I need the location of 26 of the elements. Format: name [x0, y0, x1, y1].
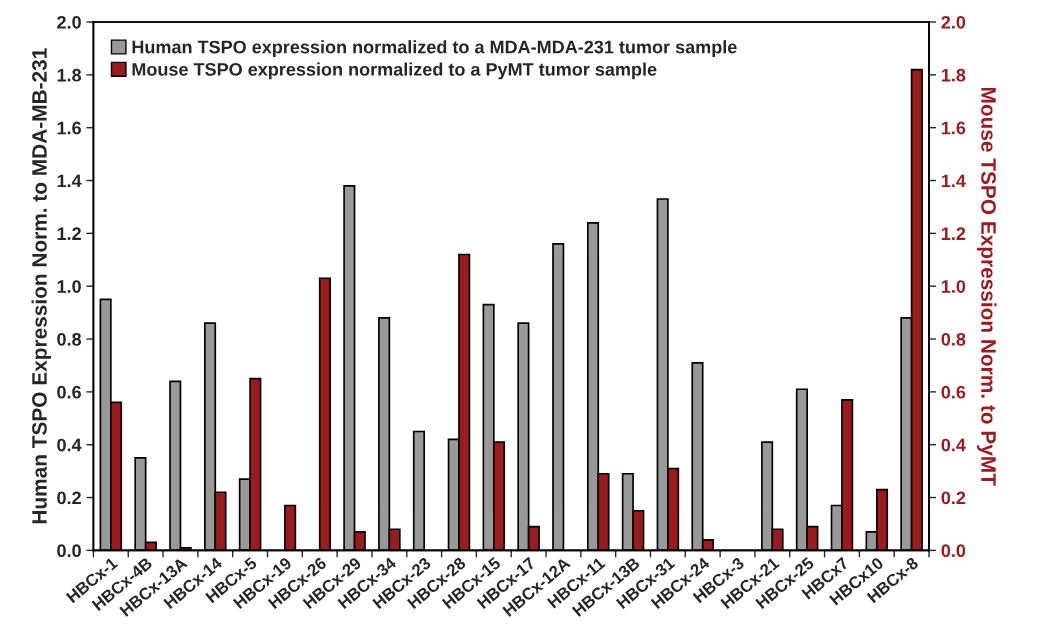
y-tick-label: 0.2: [57, 491, 81, 505]
y2-tick-label: 1.0: [941, 280, 966, 293]
y2-tick-label: 0.4: [941, 438, 966, 452]
y2-tick-label: 0.2: [941, 491, 966, 505]
y-tick-label: 1.4: [57, 174, 82, 188]
y-tick-label: 0.4: [57, 438, 82, 452]
y-tick-label: 1.6: [57, 121, 81, 135]
y-tick-label: 0.0: [57, 544, 81, 558]
y-tick-label: 0.8: [57, 332, 82, 346]
legend-label: Mouse TSPO expression normalized to a PyMT tumor sample: [132, 62, 657, 80]
y-tick-label: 1.2: [57, 227, 81, 240]
y2-tick-label: 1.6: [941, 121, 966, 135]
y-tick-label: 1.8: [57, 68, 82, 82]
y-tick-label: 0.6: [57, 385, 81, 399]
y2-tick-label: 0.8: [941, 332, 966, 346]
y2-tick-label: 0.6: [941, 385, 966, 399]
y2-tick-label: 0.0: [941, 544, 966, 558]
y2-tick-label: 1.8: [941, 68, 966, 82]
y2-tick-label: 1.4: [941, 174, 966, 188]
y2-tick-label: 2.0: [941, 15, 966, 29]
y2-tick-label: 1.2: [941, 227, 966, 240]
legend-label: Human TSPO expression normalized to a MDA-MDA-231 tumor sample: [132, 40, 737, 57]
y-axis-title: Human TSPO Expression Norm. to MDA-MB-231: [31, 48, 51, 524]
y-tick-label: 2.0: [57, 15, 81, 29]
y-tick-label: 1.0: [57, 280, 81, 293]
y2-axis-title: Mouse TSPO Expression Norm. to PyMT: [977, 87, 997, 486]
